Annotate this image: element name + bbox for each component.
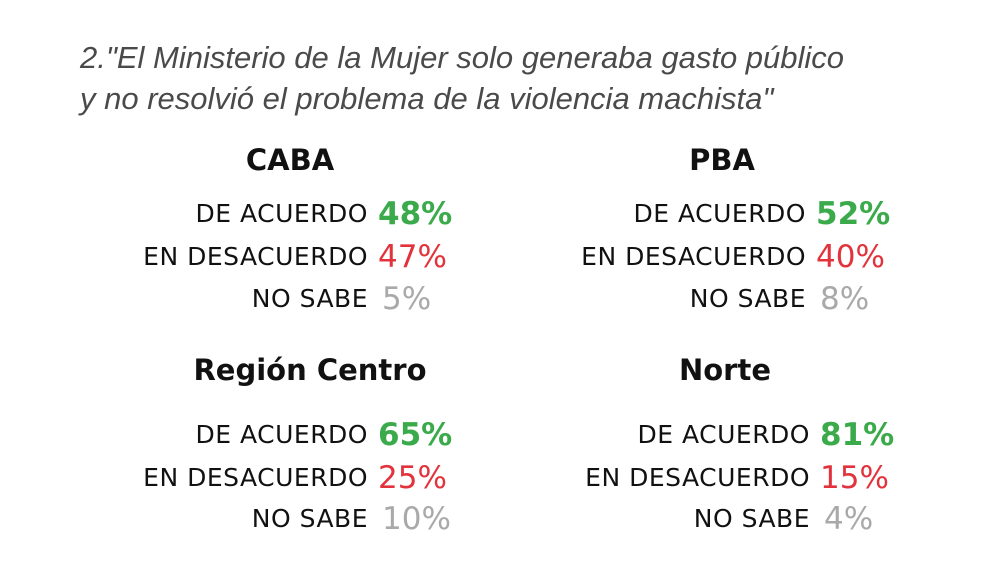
pba-disagree-row: EN DESACUERDO	[0, 237, 806, 277]
centro-agree-row: DE ACUERDO	[0, 415, 368, 455]
question-line-2: y no resolvió el problema de la violenci…	[80, 81, 774, 116]
disagree-label: EN DESACUERDO	[581, 242, 806, 271]
unknown-value: 4%	[824, 501, 874, 537]
disagree-label: EN DESACUERDO	[143, 463, 368, 492]
unknown-label: NO SABE	[251, 284, 368, 313]
caba-disagree-row: EN DESACUERDO	[0, 237, 368, 277]
norte-unknown-row: NO SABE	[0, 499, 810, 539]
unknown-label: NO SABE	[251, 504, 368, 533]
disagree-value: 40%	[816, 239, 885, 275]
disagree-label: EN DESACUERDO	[585, 463, 810, 492]
agree-value: 48%	[378, 196, 453, 232]
region-title-norte: Norte	[678, 353, 772, 387]
pba-agree-row: DE ACUERDO	[0, 194, 806, 234]
caba-agree-row: DE ACUERDO	[0, 194, 368, 234]
agree-label: DE ACUERDO	[195, 199, 368, 228]
unknown-label: NO SABE	[693, 504, 810, 533]
unknown-value: 10%	[382, 501, 451, 537]
region-title-centro: Región Centro	[193, 353, 427, 387]
caba-unknown-row: NO SABE	[0, 279, 368, 319]
norte-disagree-row: EN DESACUERDO	[0, 458, 810, 498]
agree-label: DE ACUERDO	[637, 420, 810, 449]
unknown-value: 5%	[382, 281, 432, 317]
norte-agree-row: DE ACUERDO	[0, 415, 810, 455]
unknown-label: NO SABE	[689, 284, 806, 313]
disagree-value: 15%	[820, 460, 889, 496]
agree-value: 52%	[816, 196, 891, 232]
disagree-value: 25%	[378, 460, 447, 496]
agree-label: DE ACUERDO	[633, 199, 806, 228]
agree-value: 81%	[820, 417, 895, 453]
centro-unknown-row: NO SABE	[0, 499, 368, 539]
disagree-label: EN DESACUERDO	[143, 242, 368, 271]
unknown-value: 8%	[820, 281, 870, 317]
disagree-value: 47%	[378, 239, 447, 275]
region-title-caba: CABA	[245, 143, 335, 177]
agree-value: 65%	[378, 417, 453, 453]
agree-label: DE ACUERDO	[195, 420, 368, 449]
centro-disagree-row: EN DESACUERDO	[0, 458, 368, 498]
region-title-pba: PBA	[689, 143, 755, 177]
pba-unknown-row: NO SABE	[0, 279, 806, 319]
question-line-1: 2."El Ministerio de la Mujer solo genera…	[80, 40, 845, 75]
